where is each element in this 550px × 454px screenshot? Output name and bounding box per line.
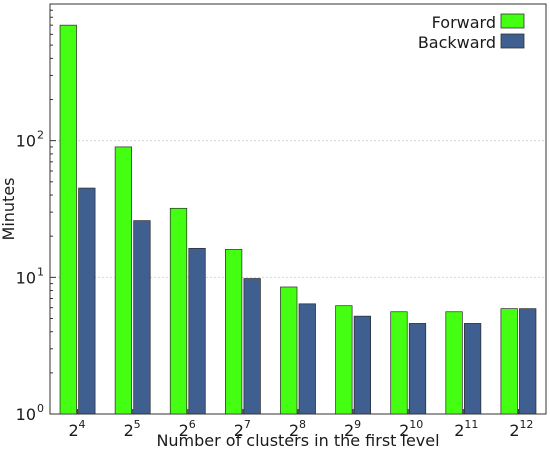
bars: [59, 24, 537, 415]
x-tick-exponent: 4: [79, 418, 86, 431]
bar-backward-7: [463, 323, 482, 415]
bar-forward-7: [445, 311, 463, 415]
x-tick-exponent: 9: [354, 418, 361, 431]
bar-forward-8: [500, 308, 518, 415]
x-tick-label: 2: [289, 421, 299, 440]
bar-forward-2: [169, 207, 188, 415]
plot-area: [49, 3, 547, 415]
legend-label-backward: Backward: [418, 33, 496, 52]
legend-swatch-backward: [500, 33, 525, 49]
y-tick-label: 10: [16, 132, 36, 151]
y-tick-label: 10: [16, 268, 36, 287]
x-tick-label: 2: [509, 421, 519, 440]
y-tick-exponent: 2: [37, 129, 44, 142]
x-tick-exponent: 8: [299, 418, 306, 431]
x-tick-exponent: 5: [134, 418, 141, 431]
y-tick-exponent: 0: [37, 402, 44, 415]
bar-backward-2: [188, 247, 206, 415]
x-tick-label: 2: [124, 421, 134, 440]
bar-forward-6: [390, 311, 408, 415]
bar-backward-0: [78, 187, 96, 415]
grid-lines: [50, 140, 546, 278]
x-tick-label: 2: [399, 421, 409, 440]
bar-backward-5: [353, 315, 371, 415]
legend: Forward Backward: [418, 13, 525, 52]
y-tick-exponent: 1: [37, 265, 44, 278]
x-tick-exponent: 11: [464, 418, 478, 431]
y-axis-title: Minutes: [0, 178, 18, 241]
bar-backward-6: [408, 323, 427, 415]
bar-forward-5: [335, 305, 353, 415]
x-tick-exponent: 7: [244, 418, 251, 431]
bar-backward-3: [243, 278, 261, 415]
x-tick-exponent: 12: [519, 418, 533, 431]
bar-forward-1: [114, 146, 133, 415]
legend-label-forward: Forward: [432, 13, 496, 32]
x-tick-label: 2: [344, 421, 354, 440]
bar-forward-4: [280, 286, 298, 415]
x-tick-label: 2: [68, 421, 78, 440]
bar-backward-8: [519, 308, 537, 415]
x-tick-label: 2: [234, 421, 244, 440]
bar-backward-1: [133, 220, 151, 415]
x-tick-exponent: 6: [189, 418, 196, 431]
bar-forward-3: [225, 249, 243, 415]
x-tick-label: 2: [179, 421, 189, 440]
x-tick-exponent: 10: [409, 418, 423, 431]
x-tick-labels: 2 4 2 5 2 6 2 7 2 8 2 9 2 10 2 11 2 12: [68, 409, 533, 440]
bar-backward-4: [298, 303, 316, 415]
y-tick-label: 10: [16, 405, 36, 424]
legend-swatch-forward: [500, 13, 525, 29]
x-tick-label: 2: [454, 421, 464, 440]
bar-forward-0: [59, 24, 77, 415]
x-axis-title: Number of clusters in the first level: [156, 431, 439, 450]
